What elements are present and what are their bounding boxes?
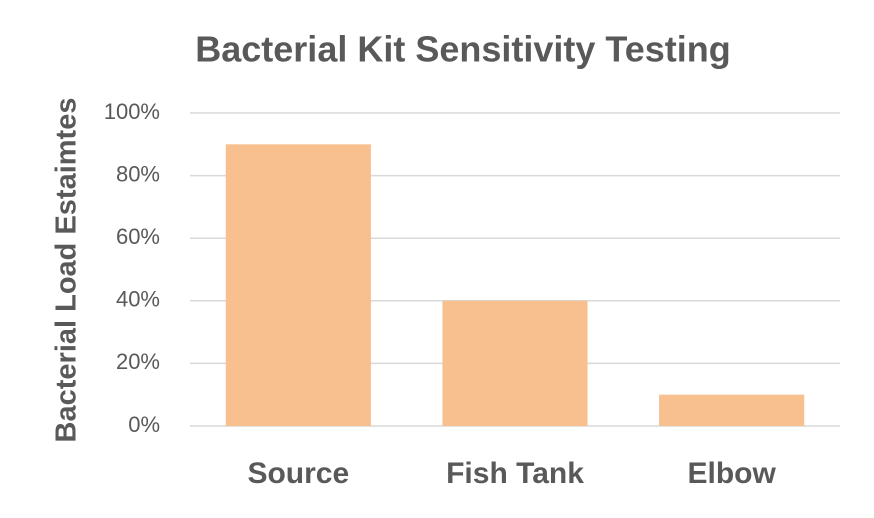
y-tick-label: 40% xyxy=(116,287,160,312)
y-tick-label: 100% xyxy=(104,99,160,124)
y-tick-label: 80% xyxy=(116,161,160,186)
y-axis-label: Bacterial Load Estaimtes xyxy=(51,98,83,443)
x-tick-label: Elbow xyxy=(687,457,776,490)
x-tick-label: Fish Tank xyxy=(446,457,584,490)
bar xyxy=(225,144,371,427)
y-tick-label: 60% xyxy=(116,224,160,249)
y-tick-label: 0% xyxy=(128,412,160,437)
chart-title: Bacterial Kit Sensitivity Testing xyxy=(195,29,730,70)
bar xyxy=(442,300,588,426)
x-tick-label: Source xyxy=(247,457,349,490)
bar xyxy=(659,394,805,426)
y-tick-label: 20% xyxy=(116,349,160,374)
